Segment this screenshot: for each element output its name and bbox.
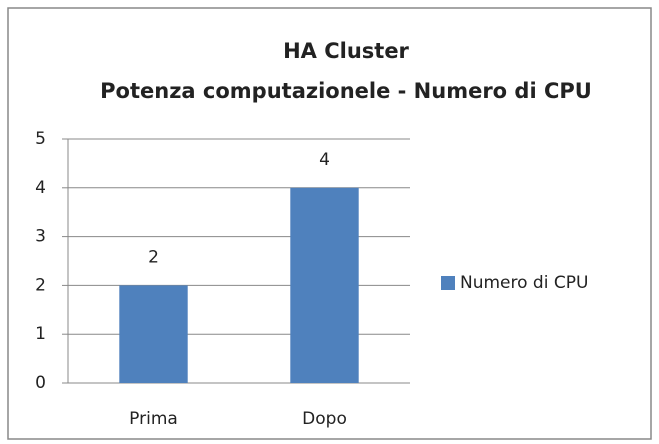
data-label: 2 [148, 247, 159, 267]
bar [290, 187, 359, 383]
y-tick-label: 0 [35, 373, 46, 393]
x-tick-label: Dopo [302, 409, 347, 429]
y-tick-label: 4 [35, 178, 46, 198]
y-tick-label: 2 [35, 275, 46, 295]
data-label: 4 [319, 150, 330, 170]
y-tick-label: 1 [35, 324, 46, 344]
chart-title: HA Cluster [283, 39, 409, 63]
legend-label: Numero di CPU [460, 273, 588, 293]
bar [119, 285, 188, 383]
y-tick-label: 3 [35, 227, 46, 247]
legend-swatch [441, 276, 455, 290]
chart-title: Potenza computazionele - Numero di CPU [100, 79, 592, 103]
y-tick-label: 5 [35, 129, 46, 149]
x-tick-label: Prima [129, 409, 178, 429]
